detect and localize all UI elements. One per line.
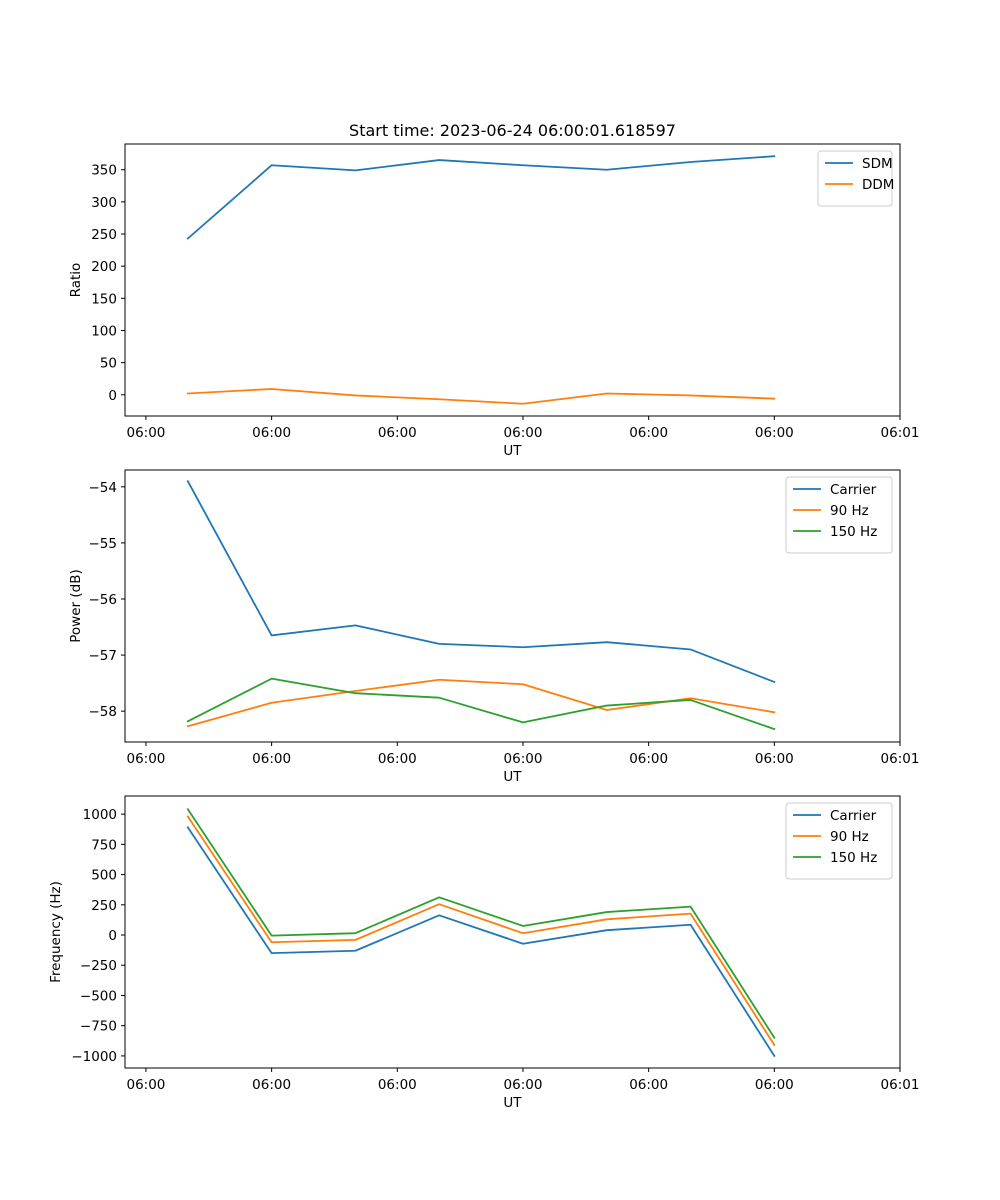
axes-frame	[124, 795, 901, 1069]
x-axis-label: UT	[503, 1095, 522, 1111]
x-tick-label: 06:00	[629, 751, 668, 767]
chart-title: Start time: 2023-06-24 06:00:01.618597	[349, 121, 676, 140]
y-tick-label: 1000	[83, 807, 117, 823]
legend: Carrier 90 Hz 150 Hz	[785, 802, 893, 880]
x-tick-label: 06:01	[881, 1077, 920, 1093]
y-axis-label: Power (dB)	[68, 569, 84, 642]
x-tick-label: 06:00	[378, 425, 417, 441]
y-tick-label: 150	[91, 291, 117, 307]
x-tick-label: 06:00	[629, 425, 668, 441]
series-line-90-hz	[186, 815, 776, 1047]
x-tick-label: 06:00	[504, 1077, 543, 1093]
y-tick-label: 750	[91, 837, 117, 853]
y-tick-label: 50	[100, 356, 117, 372]
chart-panel-2: 06:00 06:00 06:00 06:00 06:00 06:00 06:01 −58 −5…	[68, 469, 920, 785]
y-axis-label: Frequency (Hz)	[48, 881, 64, 983]
x-axis-label: UT	[503, 443, 522, 459]
legend-label: SDM	[862, 156, 893, 172]
y-tick-label: −56	[89, 592, 118, 608]
x-tick-label: 06:00	[755, 751, 794, 767]
y-tick-label: −750	[80, 1019, 117, 1035]
y-tick-label: 0	[108, 388, 117, 404]
x-tick-label: 06:00	[252, 751, 291, 767]
y-tick-label: −55	[89, 536, 118, 552]
y-axis-label: Ratio	[68, 263, 84, 298]
axes-frame	[124, 469, 901, 743]
x-tick-label: 06:00	[126, 1077, 165, 1093]
legend: Carrier 90 Hz 150 Hz	[785, 476, 893, 554]
y-tick-label: 0	[108, 928, 117, 944]
y-tick-label: −1000	[71, 1049, 117, 1065]
x-tick-label: 06:01	[881, 425, 920, 441]
y-tick-label: −57	[89, 648, 118, 664]
y-tick-label: −58	[89, 704, 118, 720]
legend-label: 150 Hz	[830, 524, 877, 540]
x-tick-label: 06:00	[378, 1077, 417, 1093]
series-line-150-hz	[186, 808, 776, 1040]
y-tick-label: 100	[91, 323, 117, 339]
legend-label: DDM	[862, 177, 894, 193]
x-tick-label: 06:00	[378, 751, 417, 767]
series-line-carrier	[186, 826, 776, 1058]
y-tick-label: −500	[80, 988, 117, 1004]
legend-box	[785, 476, 893, 554]
legend-label: 90 Hz	[830, 503, 869, 519]
y-tick-label: −54	[89, 480, 118, 496]
x-tick-label: 06:00	[755, 1077, 794, 1093]
chart-panel-3: 06:00 06:00 06:00 06:00 06:00 06:00 06:01 −1000…	[48, 795, 920, 1111]
legend: SDM DDM	[817, 150, 894, 207]
legend-label: 90 Hz	[830, 829, 869, 845]
legend-label: Carrier	[830, 482, 877, 498]
legend-label: 150 Hz	[830, 850, 877, 866]
x-tick-label: 06:00	[252, 1077, 291, 1093]
y-tick-label: 500	[91, 868, 117, 884]
y-tick-label: 200	[91, 259, 117, 275]
series-line-sdm	[186, 155, 776, 240]
x-tick-label: 06:00	[504, 751, 543, 767]
legend-box	[785, 802, 893, 880]
x-tick-label: 06:00	[755, 425, 794, 441]
y-tick-label: −250	[80, 958, 117, 974]
x-tick-label: 06:00	[126, 751, 165, 767]
series-line-ddm	[186, 388, 776, 405]
y-tick-label: 250	[91, 227, 117, 243]
x-tick-label: 06:00	[629, 1077, 668, 1093]
x-tick-label: 06:01	[881, 751, 920, 767]
y-tick-label: 350	[91, 163, 117, 179]
legend-label: Carrier	[830, 808, 877, 824]
series-line-carrier	[186, 479, 776, 684]
y-tick-label: 250	[91, 898, 117, 914]
y-tick-label: 300	[91, 195, 117, 211]
series-line-150-hz	[186, 677, 776, 731]
x-tick-label: 06:00	[252, 425, 291, 441]
chart-panel-1: 06:00 06:00 06:00 06:00 06:00 06:00 06:01 0 50 10…	[68, 121, 919, 459]
x-tick-label: 06:00	[126, 425, 165, 441]
axes-frame	[124, 143, 901, 417]
x-tick-label: 06:00	[504, 425, 543, 441]
legend-box	[817, 150, 893, 207]
x-axis-label: UT	[503, 769, 522, 785]
